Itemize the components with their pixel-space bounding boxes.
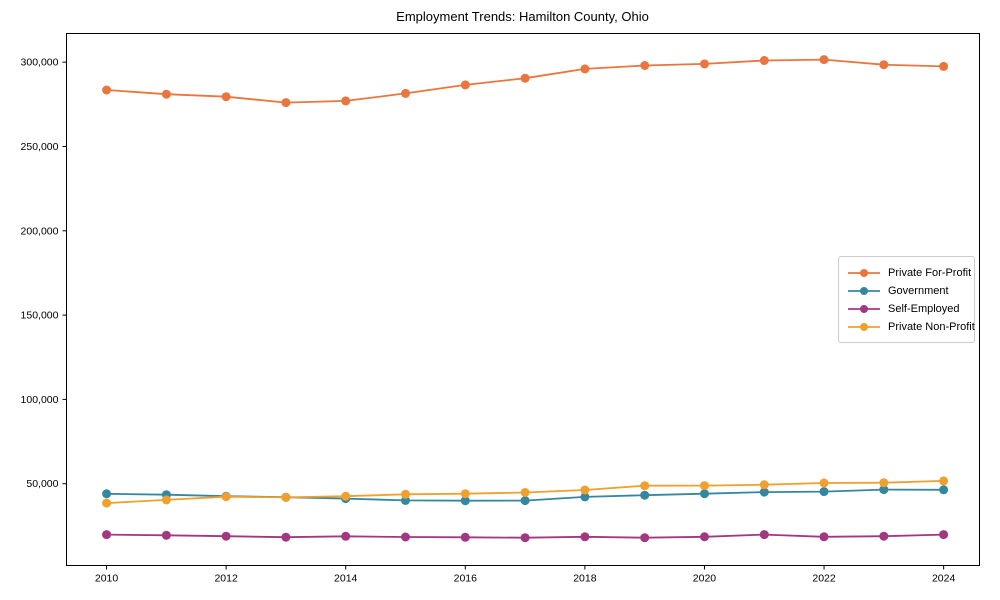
legend: Private For-Profit Government Self-Emplo… [838, 256, 975, 343]
data-point [879, 478, 889, 488]
data-point [640, 533, 650, 543]
data-point [520, 73, 530, 83]
data-point [759, 530, 769, 540]
data-point [939, 476, 949, 486]
data-point [102, 85, 112, 95]
data-point [460, 532, 470, 542]
data-point [102, 530, 112, 540]
data-point [161, 89, 171, 99]
y-tick-label: 150,000 [21, 310, 59, 322]
data-point [341, 491, 351, 501]
legend-item-self-employed: Self-Employed [847, 300, 968, 317]
data-point [580, 532, 590, 542]
data-point [879, 485, 889, 495]
data-point [700, 532, 709, 542]
x-tick-label: 2014 [334, 573, 358, 585]
data-point [819, 532, 829, 542]
x-tick-label: 2024 [932, 573, 956, 585]
data-point [939, 61, 949, 71]
data-point [520, 496, 530, 506]
data-point [939, 530, 949, 540]
data-point [341, 531, 351, 541]
data-point [161, 495, 171, 505]
data-point [580, 485, 590, 495]
legend-label: Self-Employed [888, 302, 960, 315]
data-point [939, 485, 949, 495]
data-point [640, 490, 650, 500]
data-point [700, 489, 709, 499]
data-point [700, 59, 709, 69]
data-point [460, 496, 470, 506]
line-marker-swatch-icon [848, 286, 880, 295]
data-point [520, 488, 530, 497]
data-point [460, 80, 470, 90]
data-point [161, 530, 171, 540]
series-private-for-profit [102, 55, 949, 108]
legend-label: Private Non-Profit [888, 320, 975, 333]
data-point [102, 498, 112, 508]
data-point [580, 492, 590, 502]
data-point [102, 489, 112, 499]
data-point [879, 60, 889, 70]
x-tick-label: 2010 [95, 573, 119, 585]
data-point [879, 531, 889, 541]
legend-item-private-non-profit: Private Non-Profit [847, 318, 975, 335]
y-tick-label: 300,000 [21, 57, 59, 69]
data-point [520, 533, 530, 543]
data-point [221, 531, 231, 541]
data-point [759, 480, 769, 490]
legend-item-private-for-profit: Private For-Profit [847, 264, 972, 281]
line-marker-swatch-icon [848, 322, 880, 331]
y-tick-label: 200,000 [21, 225, 59, 237]
data-point [401, 532, 410, 542]
x-tick-label: 2020 [693, 573, 717, 585]
data-point [401, 489, 410, 499]
data-point [281, 98, 291, 108]
data-point [221, 92, 231, 102]
data-point [401, 88, 410, 98]
legend-label: Private For-Profit [888, 266, 972, 279]
data-point [460, 489, 470, 499]
series-self-employed [102, 530, 949, 543]
data-point [580, 64, 590, 74]
y-tick-label: 250,000 [21, 141, 59, 153]
series-private-non-profit [102, 476, 949, 508]
y-axis: 50,000 100,000 150,000 200,000 250,000 300,00… [21, 57, 67, 490]
data-point [759, 487, 769, 497]
x-tick-label: 2016 [454, 573, 478, 585]
x-tick-label: 2018 [573, 573, 597, 585]
y-tick-label: 50,000 [26, 478, 58, 490]
data-point [700, 481, 709, 491]
data-point [640, 61, 650, 70]
chart-title: Employment Trends: Hamilton County, Ohio [396, 9, 649, 24]
y-tick-label: 100,000 [21, 394, 59, 406]
data-point [819, 55, 829, 65]
data-point [759, 56, 769, 65]
data-point [819, 478, 829, 488]
legend-item-government: Government [847, 282, 968, 299]
legend-label: Government [888, 284, 949, 297]
x-tick-label: 2012 [214, 573, 238, 585]
line-marker-swatch-icon [848, 268, 880, 277]
line-marker-swatch-icon [848, 304, 880, 313]
data-point [221, 492, 231, 502]
data-point [640, 481, 650, 491]
plot-frame [66, 33, 980, 566]
data-point [281, 532, 291, 542]
data-point [341, 96, 351, 106]
x-axis: 2010 2012 2014 2016 2018 2020 2022 2024 [95, 565, 956, 585]
x-tick-label: 2022 [812, 573, 836, 585]
data-point [819, 487, 829, 497]
data-point [281, 492, 291, 502]
